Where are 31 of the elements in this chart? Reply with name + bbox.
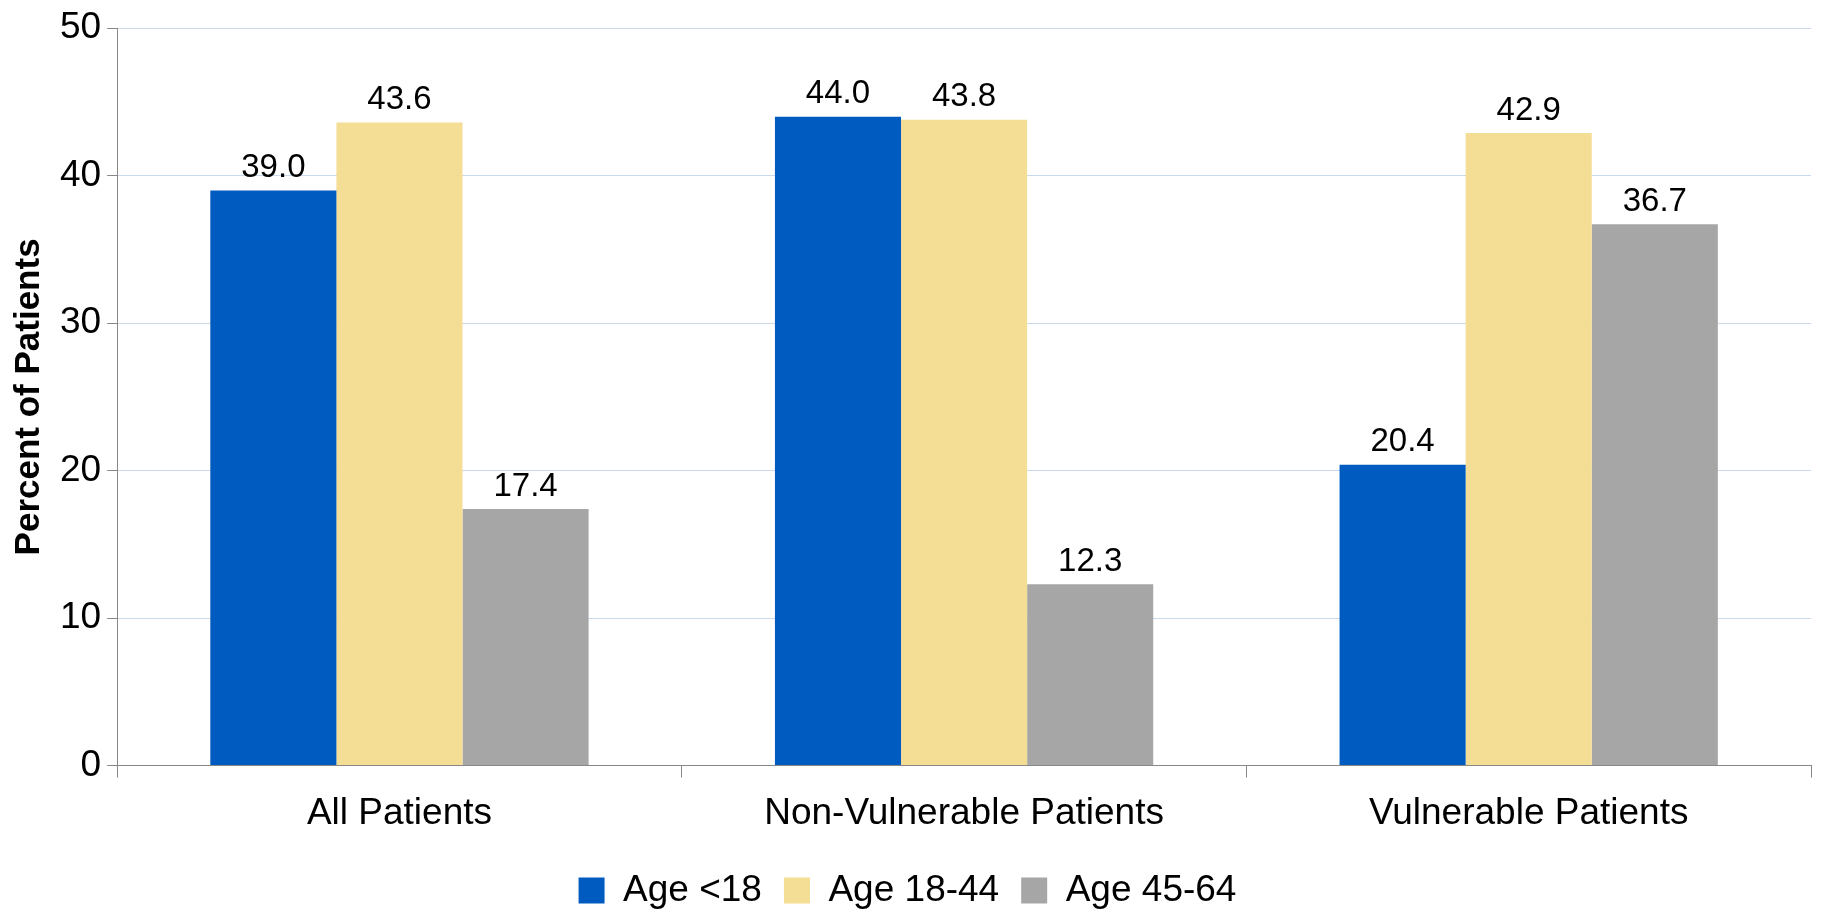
- bar: [1591, 224, 1718, 766]
- data-label: 42.9: [1496, 89, 1561, 127]
- bar: [1465, 132, 1592, 766]
- y-tick-label: 30: [60, 300, 102, 342]
- bar: [210, 190, 337, 766]
- data-label: 36.7: [1622, 180, 1687, 218]
- y-tick-label: 10: [60, 595, 102, 637]
- data-label: 43.6: [367, 79, 432, 117]
- data-label: 12.3: [1058, 540, 1123, 578]
- bar: [1027, 584, 1154, 766]
- x-tick-label: All Patients: [306, 791, 493, 832]
- y-tick-label: 0: [80, 742, 102, 784]
- y-tick-label: 20: [60, 447, 102, 489]
- y-tick-label: 50: [60, 5, 102, 47]
- y-axis-title: Percent of Patients: [6, 238, 46, 556]
- data-label: 39.0: [241, 147, 306, 185]
- legend-label: Age <18: [623, 867, 762, 909]
- bar: [901, 119, 1028, 766]
- data-label: 44.0: [805, 73, 871, 111]
- bar: [462, 508, 589, 766]
- bar: [1339, 464, 1466, 766]
- bar: [336, 122, 463, 766]
- data-label: 17.4: [493, 465, 558, 503]
- data-label: 43.8: [931, 76, 997, 114]
- x-tick-label: Non-Vulnerable Patients: [764, 791, 1164, 832]
- x-tick-label: Vulnerable Patients: [1368, 791, 1689, 832]
- legend-label: Age 45-64: [1065, 867, 1237, 909]
- y-tick-label: 40: [60, 152, 102, 194]
- legend-label: Age 18-44: [828, 867, 1000, 909]
- data-label: 20.4: [1370, 421, 1435, 459]
- bar: [774, 116, 902, 766]
